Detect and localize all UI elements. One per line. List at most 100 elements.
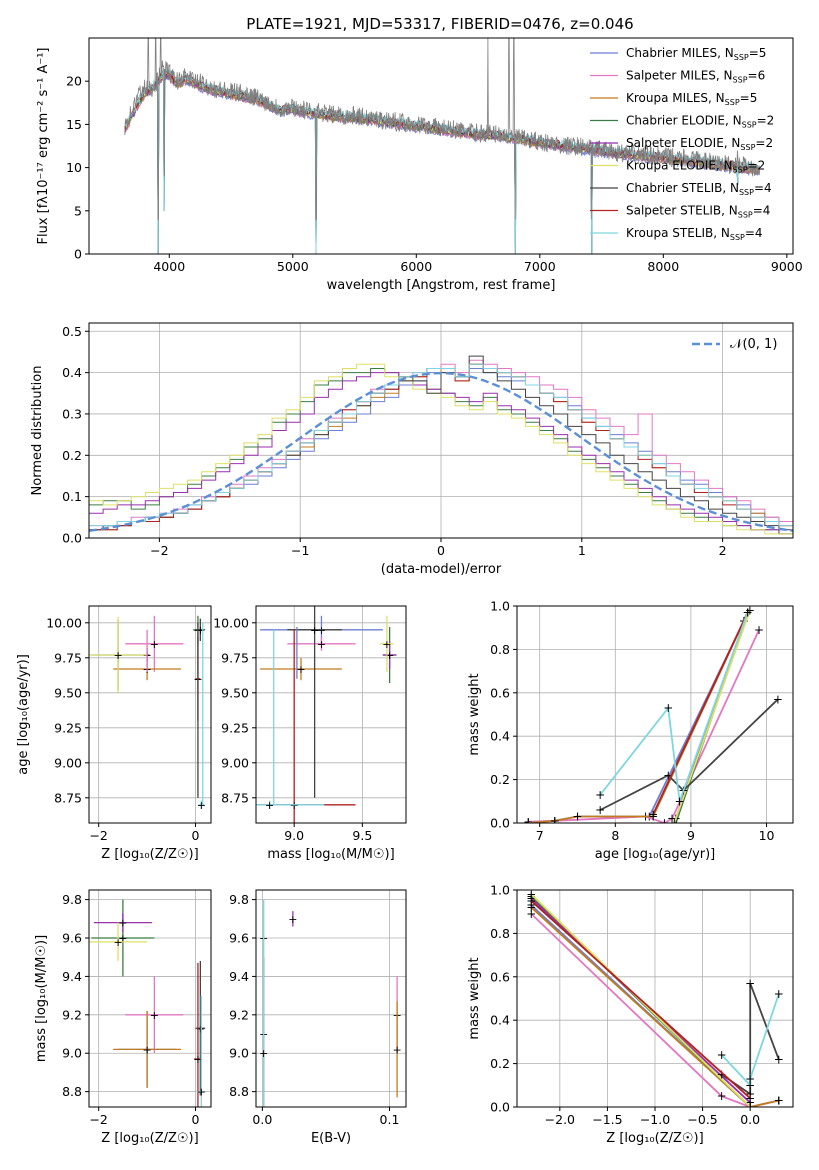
weight-marker: + (550, 814, 560, 828)
y-tick-label: 0 (74, 247, 82, 262)
weight-marker: + (745, 1100, 755, 1114)
x-tick-label: 0.0 (740, 1112, 760, 1127)
y-tick-label: 9.00 (221, 755, 249, 770)
y-tick-label: 0.6 (490, 685, 510, 700)
weight-marker: + (675, 794, 685, 808)
plots-layer: 4000 5000 6000 7000 8000 900005101520waveleng… (16, 37, 803, 1146)
y-tick-label: 0.3 (62, 406, 82, 421)
legend-label: Kroupa MILES, NSSP=5 (626, 91, 757, 107)
y-tick-label: 0.2 (62, 448, 82, 463)
x-tick-label: −0.5 (687, 1112, 717, 1127)
x-axis-label: age [log₁₀(age/yr)] (595, 847, 716, 862)
y-axis-label: Normed distribution (30, 366, 45, 496)
x-tick-label: 7000 (524, 259, 556, 274)
age_vs_mass-panel: +++++++++ 9.0 9.5 8.75 9.00 9.25 9.50 9.75 10.00… (213, 605, 407, 862)
legend-label: Kroupa ELODIE, NSSP=2 (626, 159, 765, 175)
legend-label: Chabrier MILES, NSSP=5 (626, 46, 766, 62)
data-point-marker: + (385, 649, 394, 662)
residuals-marks (89, 355, 793, 535)
weight_vs_age-marks: + + + +++ + + ++++ + + ++++++++++++++++++ (523, 606, 783, 829)
weight-marker: + (754, 623, 764, 637)
y-tick-label: 9.6 (229, 931, 249, 946)
y-tick-label: 10 (66, 160, 82, 175)
y-tick-label: 15 (66, 117, 82, 132)
x-axis-label: mass [log₁₀(M/M☉)] (267, 847, 394, 862)
weight-marker: + (717, 1048, 727, 1062)
weight-marker: + (745, 1096, 755, 1110)
figure-title: PLATE=1921, MJD=53317, FIBERID=0476, z=0… (246, 15, 633, 33)
x-tick-label: −1 (291, 543, 309, 558)
x-tick-label: 8 (611, 828, 619, 843)
y-tick-label: 0.0 (490, 1100, 510, 1115)
weight-marker: + (595, 803, 605, 817)
y-tick-label: 10.00 (46, 615, 82, 630)
data-point-marker: + (113, 649, 122, 662)
legend-label-suffix: =5 (740, 91, 758, 105)
y-tick-label: 8.8 (229, 1084, 249, 1099)
weight-marker: + (743, 606, 753, 620)
weight-line (528, 629, 760, 823)
x-tick-label: 9 (687, 828, 695, 843)
y-tick-label: 0.5 (62, 324, 82, 339)
legend-label-suffix: =2 (757, 114, 775, 128)
age_vs_mass-marks: +++++++++ (256, 606, 397, 823)
weight-line (599, 612, 749, 802)
x-tick-label: 0 (192, 828, 200, 843)
x-tick-label: 0 (192, 1112, 200, 1127)
weight-marker: + (526, 900, 536, 914)
legend-label: Chabrier ELODIE, NSSP=2 (626, 114, 774, 130)
x-tick-label: −2 (150, 543, 168, 558)
y-tick-label: 9.75 (54, 650, 82, 665)
y-axis-label: age [log₁₀(age/yr)] (16, 654, 31, 775)
x-axis-label: Z [log₁₀(Z/Z☉)] (101, 1131, 198, 1146)
axes-frame (516, 605, 794, 824)
y-tick-label: 0.6 (490, 969, 510, 984)
x-tick-label: −2.0 (545, 1112, 575, 1127)
data-point-marker: + (392, 1043, 401, 1056)
x-tick-label: 9000 (771, 259, 803, 274)
y-tick-label: 9.8 (229, 892, 249, 907)
data-point-marker: + (382, 638, 391, 651)
y-axis-label: mass [log₁₀(M/M☉)] (34, 935, 49, 1062)
axes-frame (88, 37, 794, 255)
weight-marker: + (774, 1093, 784, 1107)
y-tick-label: 10.00 (213, 615, 249, 630)
y-tick-label: 0.0 (490, 816, 510, 831)
legend-label-subscript: SSP (733, 76, 748, 85)
x-tick-label: −1.5 (592, 1112, 622, 1127)
y-tick-label: 9.25 (221, 720, 249, 735)
weight-marker: + (523, 815, 533, 829)
legend-label-subscript: SSP (733, 166, 748, 175)
legend-label-text: Chabrier ELODIE, N (626, 114, 742, 128)
x-tick-label: −2 (89, 1112, 107, 1127)
x-tick-label: 0.1 (380, 1112, 400, 1127)
weight-marker: + (523, 815, 533, 829)
weight-line (720, 993, 780, 1088)
data-point-marker: + (259, 1047, 268, 1060)
x-tick-label: −1.0 (640, 1112, 670, 1127)
mass_vs_Z-panel: +++++++++ −2 0 8.8 9.0 9.2 9.4 9.6 9.8 Z [log₁₀(Z… (34, 889, 212, 1146)
mass_vs_Z-marks: +++++++++ (89, 899, 206, 1107)
data-point-marker: + (193, 1053, 202, 1066)
y-tick-label: 0.4 (62, 365, 82, 380)
legend-label-suffix: =4 (754, 181, 772, 195)
y-tick-label: 9.00 (54, 755, 82, 770)
y-tick-label: 0.4 (490, 1013, 510, 1028)
weight-marker: + (572, 809, 582, 823)
weight-marker: + (745, 1100, 755, 1114)
data-point-marker: + (197, 799, 206, 812)
age_vs_Z-marks: +++++++++ (89, 615, 206, 812)
legend-label-text: Salpeter MILES, N (626, 69, 733, 83)
weight-marker: + (526, 894, 536, 908)
y-axis-label: mass weight (467, 957, 482, 1039)
y-tick-label: 8.75 (221, 790, 249, 805)
weight-marker: + (745, 1091, 755, 1105)
weight-marker: + (745, 1100, 755, 1114)
legend-label: Chabrier STELIB, NSSP=4 (626, 181, 772, 197)
weight-line (530, 906, 779, 1107)
x-tick-label: 6000 (400, 259, 432, 274)
weight-marker: + (648, 807, 658, 821)
weight-marker: + (667, 812, 677, 826)
x-tick-label: 10 (759, 828, 775, 843)
